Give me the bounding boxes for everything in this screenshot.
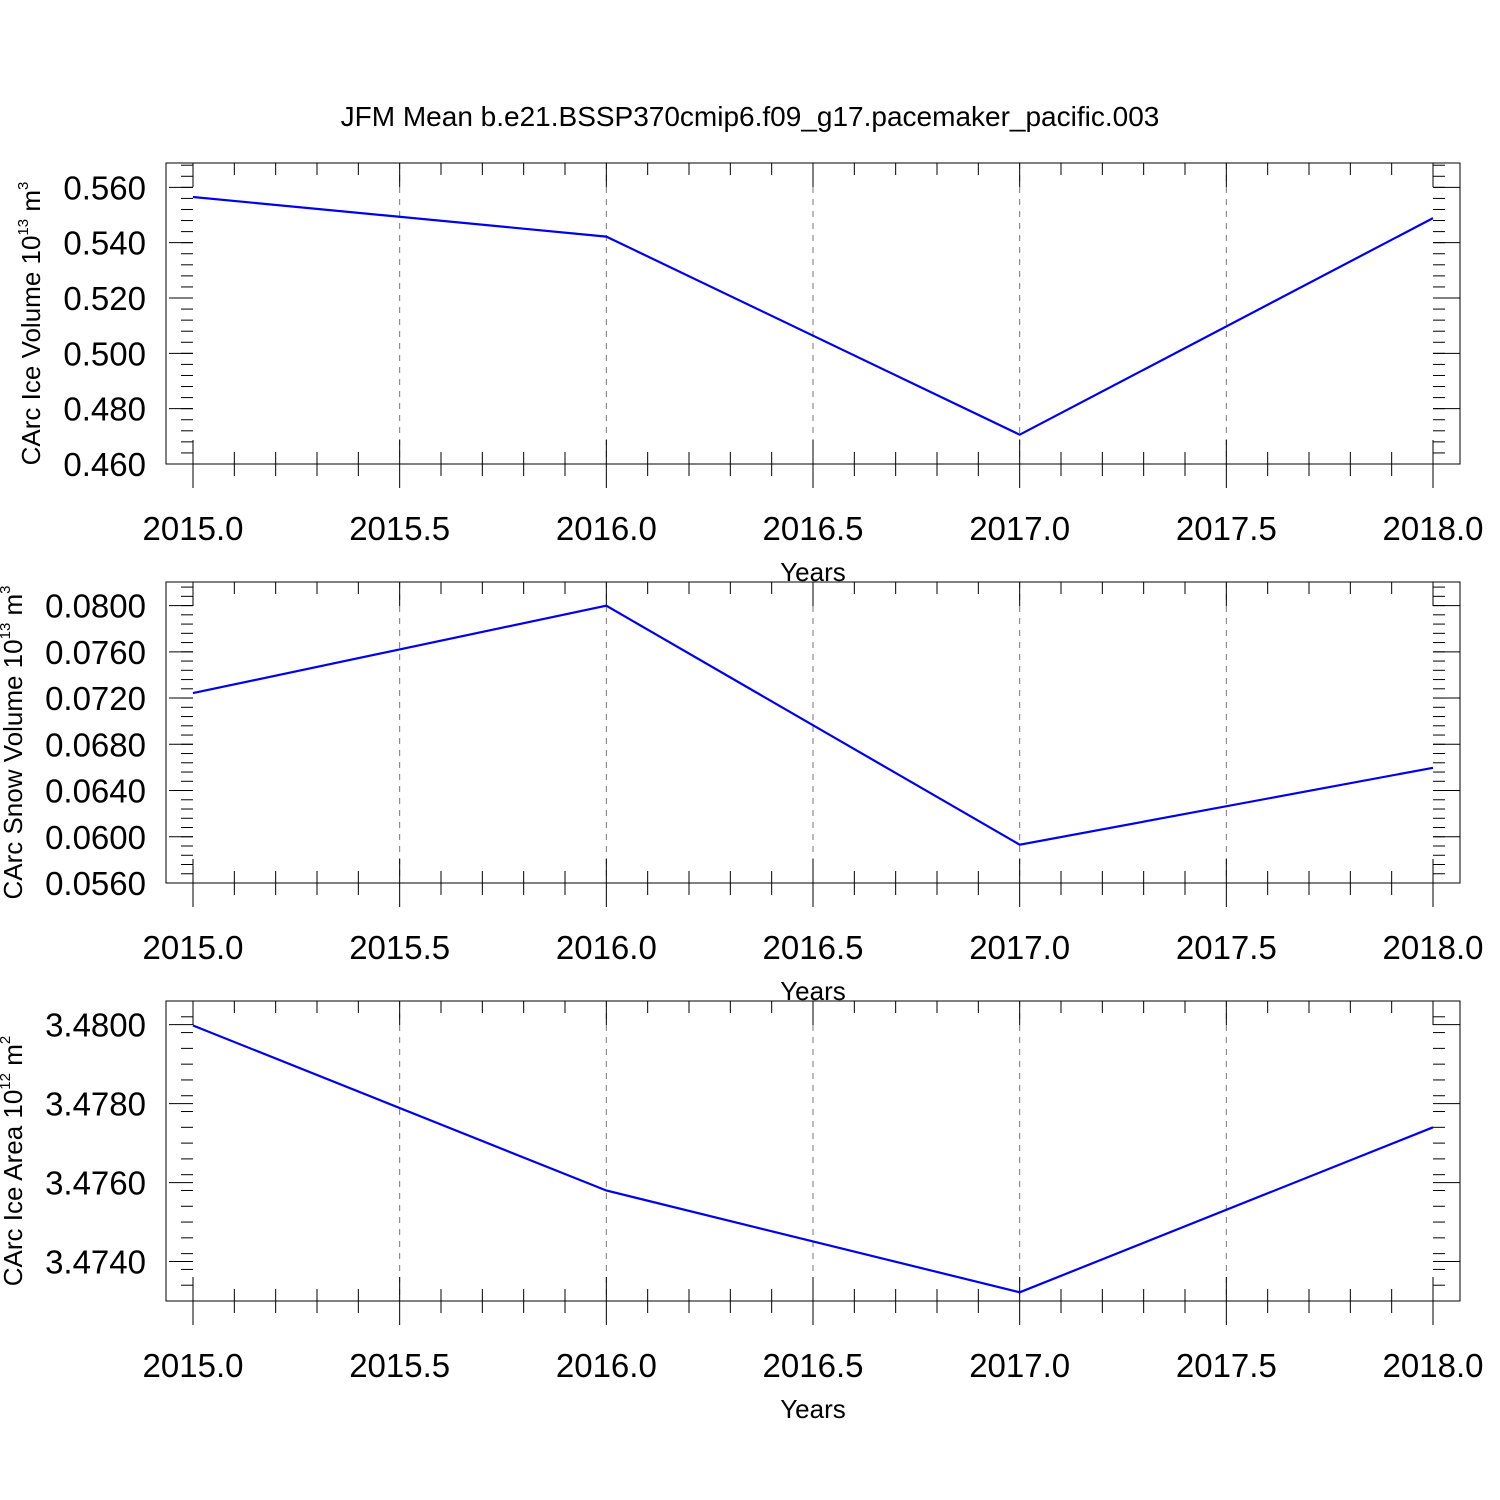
y-tick-label: 3.4760 [45, 1165, 146, 1202]
y-axis-label: CArc Snow Volume 1013 m3 [0, 585, 28, 899]
y-tick-label: 0.0800 [45, 588, 146, 625]
y-tick-label: 0.0760 [45, 634, 146, 671]
y-tick-label: 0.520 [63, 280, 146, 317]
panel-1: 2015.0 2015.5 2016.0 2016.5 2017.0 2017.5 2018… [15, 162, 1484, 587]
y-axis-label-text: CArc Snow Volume 10 [0, 639, 28, 899]
x-tick-label: 2017.5 [1176, 929, 1277, 966]
y-axis-label-unit-exponent: 3 [0, 585, 14, 593]
x-tick-label: 2018.0 [1383, 929, 1484, 966]
x-tick-label: 2015.5 [349, 510, 450, 547]
series-line [192, 195, 1434, 436]
panel-2: 2015.0 2015.5 2016.0 2016.5 2017.0 2017.5 2018… [0, 581, 1484, 1006]
x-tick-label: 2017.0 [969, 1347, 1070, 1384]
y-axis-label-unit: m [16, 190, 46, 219]
y-tick-label: 0.0560 [45, 865, 146, 902]
y-tick-label: 0.0600 [45, 819, 146, 856]
y-axis-label-exponent: 13 [15, 219, 32, 236]
x-tick-label: 2015.0 [143, 510, 244, 547]
panel-3: 2015.0 2015.5 2016.0 2016.5 2017.0 2017.5 2018… [0, 1000, 1484, 1424]
y-tick-label: 0.540 [63, 225, 146, 262]
y-tick-label: 0.0680 [45, 726, 146, 763]
y-axis-label-text: CArc Ice Volume 10 [16, 236, 46, 466]
y-axis-label-unit: m [0, 594, 28, 623]
panels: 2015.0 2015.5 2016.0 2016.5 2017.0 2017.5 2018… [0, 162, 1484, 1424]
x-tick-label: 2018.0 [1383, 1347, 1484, 1384]
y-axis-label-text: CArc Ice Area 10 [0, 1090, 28, 1287]
y-tick-label: 3.4800 [45, 1007, 146, 1044]
y-axis-label: CArc Ice Area 1012 m2 [0, 1036, 28, 1286]
chart-title: JFM Mean b.e21.BSSP370cmip6.f09_g17.pace… [341, 101, 1160, 132]
x-tick-label: 2015.5 [349, 929, 450, 966]
x-axis-label: Years [780, 1394, 846, 1424]
x-tick-label: 2017.5 [1176, 1347, 1277, 1384]
y-axis-label-unit: m [0, 1044, 28, 1073]
x-tick-label: 2015.0 [143, 1347, 244, 1384]
x-tick-label: 2015.5 [349, 1347, 450, 1384]
y-tick-label: 0.480 [63, 391, 146, 428]
x-tick-label: 2017.0 [969, 510, 1070, 547]
y-tick-label: 0.500 [63, 335, 146, 372]
x-tick-label: 2016.0 [556, 929, 657, 966]
y-tick-label: 0.460 [63, 446, 146, 483]
y-tick-label: 3.4740 [45, 1244, 146, 1281]
x-tick-label: 2016.5 [763, 1347, 864, 1384]
x-tick-label: 2016.5 [763, 510, 864, 547]
y-tick-label: 0.560 [63, 169, 146, 206]
y-axis-label: CArc Ice Volume 1013 m3 [15, 182, 46, 466]
x-tick-label: 2017.5 [1176, 510, 1277, 547]
y-tick-label: 0.0640 [45, 773, 146, 810]
y-axis-label-exponent: 13 [0, 623, 14, 640]
x-tick-label: 2017.0 [969, 929, 1070, 966]
series-line [192, 604, 1434, 846]
x-tick-label: 2016.0 [556, 1347, 657, 1384]
y-axis-label-exponent: 12 [0, 1073, 14, 1090]
x-tick-label: 2015.0 [143, 929, 244, 966]
x-tick-label: 2016.5 [763, 929, 864, 966]
y-axis-label-unit-exponent: 2 [0, 1036, 14, 1044]
y-tick-label: 0.0720 [45, 680, 146, 717]
y-axis-label-unit-exponent: 3 [15, 182, 32, 190]
x-tick-label: 2016.0 [556, 510, 657, 547]
y-tick-label: 3.4780 [45, 1086, 146, 1123]
series-line [192, 1024, 1434, 1294]
x-tick-label: 2018.0 [1383, 510, 1484, 547]
